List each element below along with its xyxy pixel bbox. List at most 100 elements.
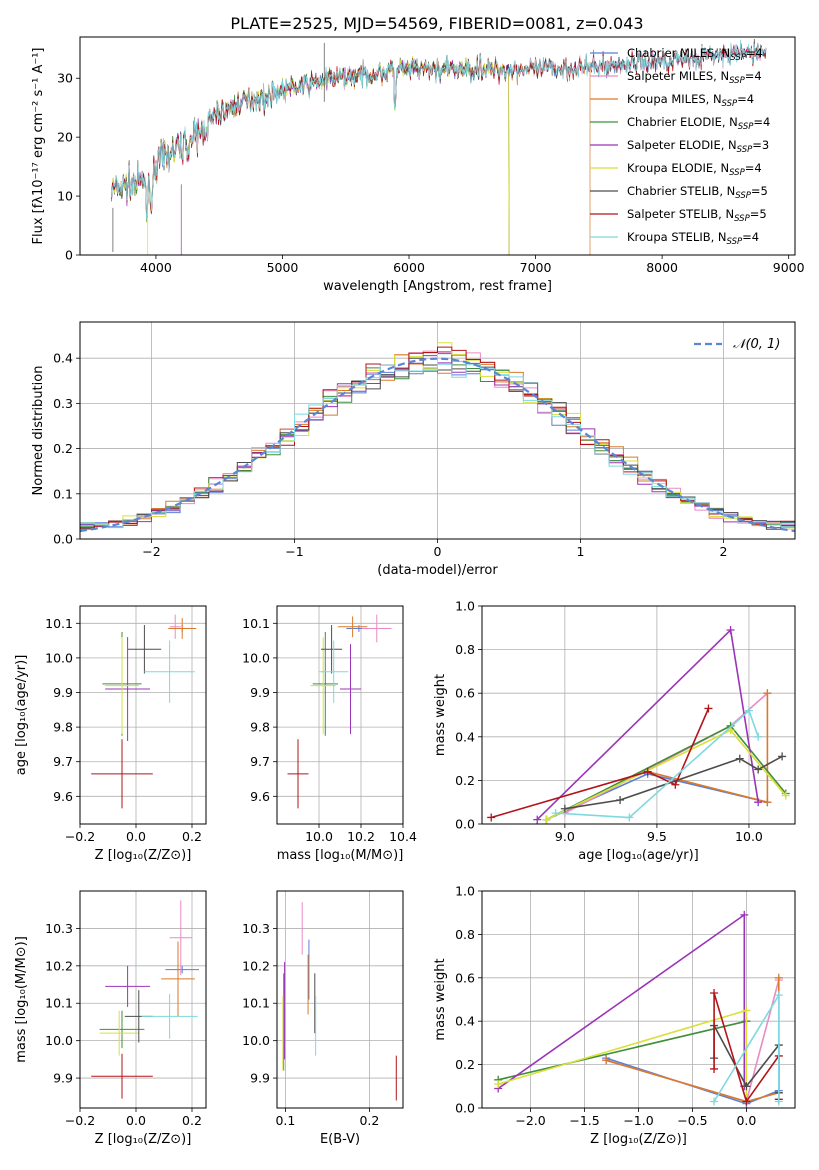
- histogram-step: [80, 363, 795, 529]
- z-weights-plot-area: [494, 910, 783, 1108]
- y-tick-label: 20: [57, 130, 73, 145]
- x-tick-label: 10.0: [735, 829, 763, 844]
- weight-marker: [643, 767, 652, 776]
- y-tick-label: 10.1: [242, 996, 270, 1011]
- y-tick-label: 9.8: [250, 720, 270, 735]
- x-tick-label: 4000: [140, 260, 172, 275]
- y-tick-label: 10: [57, 189, 73, 204]
- axes-frame: [481, 605, 796, 825]
- y-axis-label: mass weight: [433, 674, 448, 756]
- x-axis-label: mass [log₁₀(M/M⊙)]: [277, 848, 404, 863]
- spectrum-plot-area: [111, 38, 767, 255]
- x-tick-label: 9.0: [555, 829, 575, 844]
- y-tick-label: 0.3: [53, 396, 73, 411]
- weight-marker: [742, 1097, 751, 1106]
- y-axis-label: age [log₁₀(age/yr)]: [14, 655, 29, 776]
- y-tick-label: 0.2: [53, 441, 73, 456]
- z-mass-plot-area: [91, 900, 199, 1099]
- x-tick-label: 0.2: [359, 1113, 379, 1128]
- normal-curve: [80, 357, 795, 533]
- y-tick-label: 0.2: [455, 773, 475, 788]
- y-axis-label: mass weight: [433, 958, 448, 1040]
- y-tick-label: 0.0: [455, 817, 475, 832]
- weight-marker: [625, 813, 634, 822]
- y-tick-label: 10.0: [242, 650, 270, 665]
- legend-entry: Kroupa MILES, NSSP=4: [627, 92, 754, 109]
- y-tick-label: 9.9: [250, 1071, 270, 1086]
- weight-marker: [735, 754, 744, 763]
- age-weights-plot-area: [487, 625, 790, 824]
- z-age-panel: −0.2 0.0 0.2 9.6 9.7 9.8 9.9 10.0 10.1 Z [log₁₀(Z…: [14, 605, 207, 863]
- weight-marker: [710, 988, 719, 997]
- chart-layers: 4000 5000 6000 7000 8000 90000102030wavelengt…: [14, 36, 805, 1147]
- weight-marker: [533, 815, 542, 824]
- x-tick-label: 0: [434, 544, 442, 559]
- x-axis-label: age [log₁₀(age/yr)]: [578, 848, 699, 863]
- weight-marker: [742, 1006, 751, 1015]
- x-axis-label: E(B-V): [320, 1132, 360, 1147]
- figure-title: PLATE=2525, MJD=54569, FIBERID=0081, z=0…: [230, 14, 643, 33]
- x-tick-label: 5000: [267, 260, 299, 275]
- legend-entry: Salpeter MILES, NSSP=4: [627, 69, 762, 86]
- weight-marker: [754, 765, 763, 774]
- histogram-step: [80, 342, 795, 530]
- weight-marker: [602, 1056, 611, 1065]
- x-tick-label: −2.0: [515, 1113, 545, 1128]
- x-tick-label: 10.4: [389, 829, 417, 844]
- y-tick-label: 9.9: [53, 685, 73, 700]
- weight-marker: [494, 1080, 503, 1089]
- weight-marker: [487, 813, 496, 822]
- weight-marker: [710, 1064, 719, 1073]
- ebv-mass-plot-area: [282, 902, 397, 1101]
- x-axis-label: (data-model)/error: [377, 563, 498, 578]
- legend-entry: Kroupa STELIB, NSSP=4: [627, 230, 759, 247]
- x-tick-label: 0.2: [182, 1113, 202, 1128]
- legend-entry: Chabrier MILES, NSSP=4: [627, 46, 763, 63]
- x-tick-label: 9.5: [647, 829, 667, 844]
- y-tick-label: 0: [65, 248, 73, 263]
- y-tick-label: 10.1: [45, 616, 73, 631]
- y-tick-label: 0.6: [455, 686, 475, 701]
- weight-marker: [754, 798, 763, 807]
- y-tick-label: 1.0: [455, 599, 475, 614]
- spectrum-panel: 4000 5000 6000 7000 8000 9000 0 10 20 30 wavelengt…: [31, 36, 805, 294]
- y-tick-label: 10.1: [45, 996, 73, 1011]
- x-tick-label: 0.1: [275, 1113, 295, 1128]
- y-tick-label: 10.2: [45, 958, 73, 973]
- weight-marker: [774, 991, 783, 1000]
- weight-marker: [710, 1097, 719, 1106]
- y-tick-label: 10.0: [45, 650, 73, 665]
- weight-marker: [744, 706, 753, 715]
- x-axis-label: wavelength [Angstrom, rest frame]: [323, 279, 552, 294]
- axes-frame: [79, 36, 796, 256]
- ebv-mass-panel: 0.1 0.2 9.9 10.0 10.1 10.2 10.3 E(B-V): [242, 890, 404, 1147]
- x-tick-label: 8000: [646, 260, 678, 275]
- mass-age-panel: 10.0 10.2 10.4 9.6 9.7 9.8 9.9 10.0 10.1 mass [lo…: [242, 605, 417, 863]
- y-tick-label: 0.4: [53, 351, 73, 366]
- x-axis-label: Z [log₁₀(Z/Z⊙)]: [95, 848, 192, 863]
- x-tick-label: 6000: [393, 260, 425, 275]
- y-tick-label: 10.1: [242, 616, 270, 631]
- axes-frame: [79, 890, 207, 1109]
- legend-entry: Salpeter STELIB, NSSP=5: [627, 207, 767, 224]
- x-tick-label: 9000: [773, 260, 805, 275]
- y-axis-label: Normed distribution: [31, 366, 46, 496]
- y-tick-label: 10.2: [242, 958, 270, 973]
- z-mass-panel: −0.2 0.0 0.2 9.9 10.0 10.1 10.2 10.3 Z [log₁₀(Z/…: [14, 890, 207, 1147]
- x-tick-label: 10.0: [305, 829, 333, 844]
- axes-frame: [276, 605, 404, 825]
- weight-marker: [542, 815, 551, 824]
- weight-marker: [560, 804, 569, 813]
- legend-entry: Kroupa ELODIE, NSSP=4: [627, 161, 762, 178]
- y-tick-label: 0.4: [455, 729, 475, 744]
- x-tick-label: −1: [285, 544, 303, 559]
- legend-entry: Chabrier ELODIE, NSSP=4: [627, 115, 770, 132]
- x-tick-label: −0.5: [677, 1113, 707, 1128]
- x-tick-label: 0.0: [736, 1113, 756, 1128]
- legend-entry: 𝒩(0, 1): [733, 337, 780, 352]
- x-tick-label: −2: [142, 544, 160, 559]
- y-tick-label: 9.9: [53, 1071, 73, 1086]
- weight-marker: [740, 910, 749, 919]
- y-tick-label: 9.7: [53, 754, 73, 769]
- weight-marker: [616, 796, 625, 805]
